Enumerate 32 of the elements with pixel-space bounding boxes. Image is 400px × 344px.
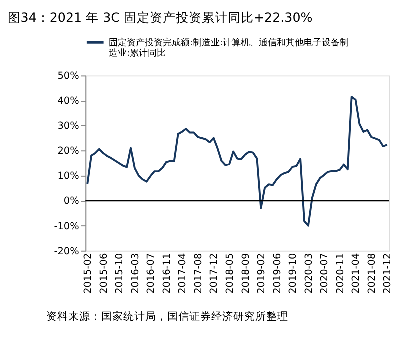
y-tick-label: 30% (58, 121, 80, 132)
x-tick-label: 2020-11 (335, 253, 346, 294)
x-tick-label: 2016-07 (146, 253, 158, 294)
x-tick-label: 2015-02 (83, 253, 94, 294)
x-tick-label: 2015-10 (114, 253, 126, 294)
chart-title: 图34：2021 年 3C 固定资产投资累计同比+22.30% (8, 10, 313, 26)
y-tick-label: 0% (64, 196, 80, 208)
x-tick-label: 2017-08 (193, 253, 204, 294)
x-tick-label: 2020-03 (304, 253, 315, 294)
x-tick-label: 2017-12 (209, 253, 220, 294)
x-tick-label: 2017-04 (178, 253, 189, 294)
y-tick-label: 50% (58, 71, 80, 82)
x-tick-label: 2021-08 (366, 253, 378, 294)
x-tick-label: 2015-06 (98, 253, 110, 294)
text: 资料来源：国家统计局，国信证券经济研究所整理 (46, 310, 289, 323)
x-tick-label: 2018-09 (240, 253, 252, 294)
x-tick-label: 2021-12 (382, 253, 394, 294)
x-tick-label: 2019-02 (256, 253, 268, 294)
y-tick-label: 20% (58, 146, 80, 158)
x-tick-label: 2016-03 (130, 253, 142, 294)
x-tick-label: 2019-10 (288, 253, 300, 294)
y-tick-label: -20% (54, 246, 80, 258)
y-tick-label: 40% (58, 96, 80, 108)
legend-label: 固定资产投资完成额:制造业:计算机、通信和其他电子设备制造业:累计同比 (109, 38, 349, 60)
x-tick-label: 2020-07 (320, 253, 331, 294)
x-tick-label: 2021-04 (351, 253, 362, 294)
x-tick-label: 2019-06 (272, 253, 284, 294)
x-tick-label: 2018-05 (224, 253, 236, 294)
y-tick-label: 10% (58, 171, 80, 182)
x-tick-label: 2016-11 (162, 253, 173, 294)
line-series (86, 96, 388, 227)
y-tick-label: -10% (54, 221, 80, 232)
